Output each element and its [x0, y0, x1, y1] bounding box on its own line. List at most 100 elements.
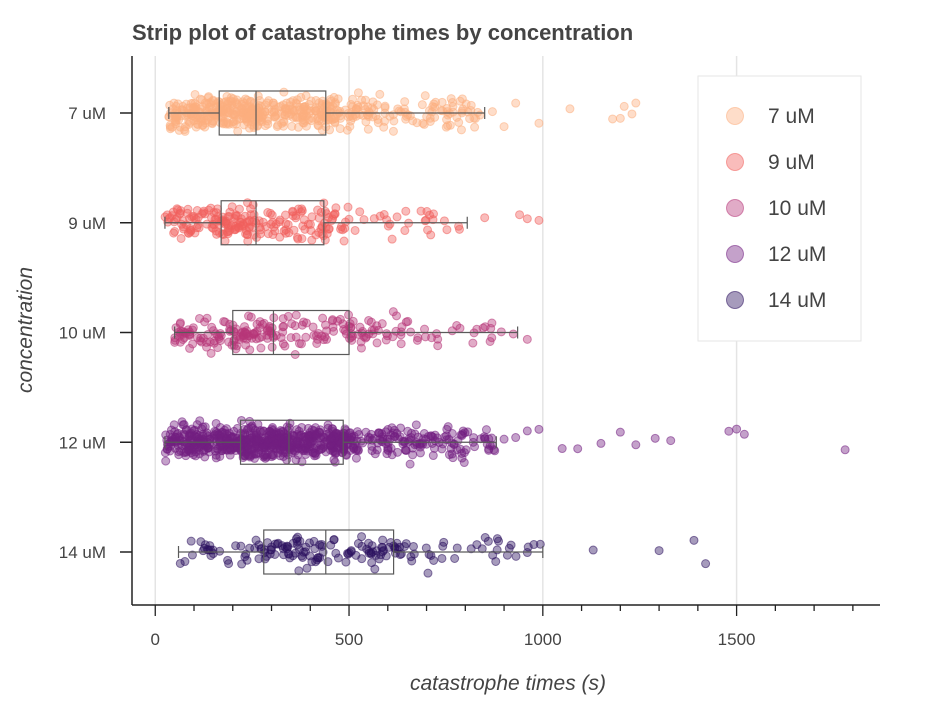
data-point — [293, 122, 303, 132]
data-point — [341, 450, 351, 460]
data-point — [287, 121, 297, 131]
data-point — [229, 426, 239, 436]
data-point — [163, 217, 173, 227]
data-point — [268, 433, 278, 443]
data-point — [473, 107, 483, 117]
data-point — [237, 559, 247, 569]
data-point — [430, 112, 440, 122]
data-point — [346, 116, 356, 126]
data-point — [270, 111, 280, 121]
data-point — [301, 332, 311, 342]
data-point — [411, 420, 421, 430]
data-point — [443, 110, 453, 120]
data-point — [396, 423, 406, 433]
data-point — [247, 222, 257, 232]
data-point — [290, 548, 300, 558]
y-tick-label: 12 uM — [59, 433, 106, 452]
y-axis-label: concentration — [14, 267, 37, 393]
data-point — [293, 450, 303, 460]
data-point — [444, 434, 454, 444]
outlier-point — [522, 426, 532, 436]
data-point — [311, 230, 321, 240]
outlier-point — [515, 210, 525, 220]
data-point — [375, 89, 385, 99]
data-point — [241, 115, 251, 125]
data-point — [433, 334, 443, 344]
data-point — [308, 322, 318, 332]
data-point — [472, 540, 482, 550]
data-point — [235, 332, 245, 342]
data-point — [400, 226, 410, 236]
data-point — [175, 558, 185, 568]
data-point — [353, 102, 363, 112]
data-point — [369, 433, 379, 443]
data-point — [496, 327, 506, 337]
data-point — [266, 208, 276, 218]
data-point — [291, 534, 301, 544]
data-point — [252, 436, 262, 446]
data-point — [301, 542, 311, 552]
data-point — [185, 343, 195, 353]
data-point — [321, 222, 331, 232]
data-point — [291, 213, 301, 223]
data-point — [178, 101, 188, 111]
data-point — [364, 316, 374, 326]
outlier-point — [724, 426, 734, 436]
outlier-point — [511, 98, 521, 108]
data-point — [202, 342, 212, 352]
data-point — [420, 332, 430, 342]
data-point — [200, 422, 210, 432]
data-point — [267, 428, 277, 438]
data-point — [502, 550, 512, 560]
series-points-1 — [160, 198, 544, 246]
outlier-point — [654, 546, 664, 556]
data-point — [465, 114, 475, 124]
data-point — [446, 94, 456, 104]
data-point — [326, 435, 336, 445]
data-point — [170, 226, 180, 236]
data-point — [416, 206, 426, 216]
y-tick-label: 14 uM — [59, 543, 106, 562]
data-point — [170, 443, 180, 453]
data-point — [325, 125, 335, 135]
data-point — [251, 428, 261, 438]
data-point — [175, 209, 185, 219]
data-point — [309, 426, 319, 436]
data-point — [429, 443, 439, 453]
data-point — [176, 233, 186, 243]
data-point — [292, 99, 302, 109]
legend-marker — [726, 291, 744, 309]
data-point — [226, 439, 236, 449]
data-point — [197, 95, 207, 105]
data-point — [267, 342, 277, 352]
data-point — [298, 118, 308, 128]
data-point — [226, 93, 236, 103]
data-point — [401, 445, 411, 455]
data-point — [353, 88, 363, 98]
data-point — [336, 222, 346, 232]
data-point — [221, 104, 231, 114]
data-point — [456, 125, 466, 135]
outlier-point — [739, 429, 749, 439]
outlier-point — [619, 101, 629, 111]
data-point — [483, 536, 493, 546]
data-point — [215, 451, 225, 461]
data-point — [396, 327, 406, 337]
data-point — [202, 313, 212, 323]
data-point — [242, 230, 252, 240]
data-point — [294, 338, 304, 348]
data-point — [306, 96, 316, 106]
data-points — [160, 87, 850, 578]
outlier-point — [615, 113, 625, 123]
data-point — [523, 542, 533, 552]
data-point — [347, 335, 357, 345]
data-point — [165, 430, 175, 440]
data-point — [378, 535, 388, 545]
outlier-point — [565, 104, 575, 114]
data-point — [422, 112, 432, 122]
data-point — [210, 426, 220, 436]
outlier-point — [522, 214, 532, 224]
data-point — [401, 317, 411, 327]
data-point — [382, 215, 392, 225]
data-point — [388, 126, 398, 136]
